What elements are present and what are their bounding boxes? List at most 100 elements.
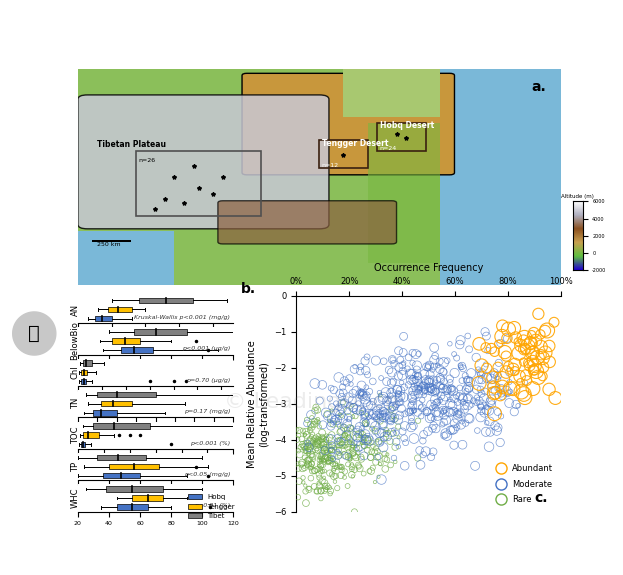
Point bbox=[399, 332, 409, 341]
Point bbox=[350, 507, 359, 516]
Point bbox=[336, 411, 346, 420]
Text: p<0.01 (%): p<0.01 (%) bbox=[194, 504, 231, 508]
Point bbox=[318, 460, 328, 469]
Point bbox=[338, 435, 348, 444]
Text: 🌏: 🌏 bbox=[29, 324, 40, 343]
Point bbox=[445, 339, 455, 348]
Point bbox=[503, 362, 513, 371]
Point bbox=[389, 454, 399, 463]
Point bbox=[424, 378, 434, 388]
Point bbox=[536, 350, 546, 359]
Point bbox=[347, 462, 357, 471]
Point bbox=[307, 430, 317, 439]
Point bbox=[470, 461, 480, 470]
Point bbox=[412, 408, 422, 417]
Point bbox=[397, 378, 407, 387]
Point bbox=[361, 430, 371, 439]
Point bbox=[323, 458, 333, 467]
Point bbox=[412, 372, 422, 381]
Point bbox=[424, 377, 434, 386]
Point bbox=[487, 400, 497, 409]
Point bbox=[474, 379, 484, 388]
Point bbox=[496, 384, 506, 393]
Point bbox=[385, 414, 395, 423]
Point bbox=[327, 440, 337, 450]
Point bbox=[354, 463, 364, 473]
Point bbox=[320, 445, 330, 454]
Point bbox=[404, 407, 414, 416]
Point bbox=[405, 407, 415, 416]
Point bbox=[335, 411, 345, 420]
Point bbox=[416, 403, 426, 412]
Point bbox=[502, 334, 512, 343]
Point bbox=[532, 353, 542, 362]
Point bbox=[326, 419, 336, 428]
Point bbox=[303, 438, 313, 447]
Point bbox=[446, 385, 456, 394]
Point bbox=[421, 407, 431, 416]
Point bbox=[363, 434, 373, 443]
Point bbox=[460, 401, 470, 410]
Point bbox=[416, 412, 426, 421]
Point bbox=[293, 493, 303, 502]
Point bbox=[462, 394, 472, 403]
Point bbox=[340, 398, 350, 407]
Point bbox=[421, 377, 430, 386]
Point bbox=[549, 317, 559, 327]
Point bbox=[482, 373, 492, 382]
Point bbox=[343, 393, 353, 402]
Point bbox=[329, 385, 339, 394]
Point bbox=[301, 443, 311, 453]
Point bbox=[389, 415, 399, 424]
Point bbox=[456, 420, 466, 430]
FancyBboxPatch shape bbox=[78, 95, 329, 229]
Point bbox=[431, 387, 441, 396]
Point bbox=[313, 438, 323, 447]
Point bbox=[308, 466, 318, 476]
Point bbox=[307, 413, 317, 423]
Point bbox=[375, 416, 385, 426]
Point bbox=[386, 378, 396, 388]
Point bbox=[439, 417, 449, 427]
Point bbox=[375, 390, 385, 400]
Point bbox=[323, 454, 333, 463]
Point bbox=[326, 421, 336, 431]
Point bbox=[343, 447, 353, 456]
Point bbox=[493, 408, 503, 417]
Point bbox=[422, 382, 432, 391]
Point bbox=[538, 363, 548, 372]
Point bbox=[307, 423, 317, 432]
Point bbox=[343, 428, 353, 438]
Point bbox=[481, 360, 491, 369]
Point bbox=[379, 449, 389, 458]
Point bbox=[393, 371, 403, 381]
Point bbox=[394, 363, 404, 372]
Point bbox=[418, 381, 428, 390]
Point bbox=[476, 402, 486, 412]
Point bbox=[439, 377, 449, 386]
Point bbox=[409, 406, 419, 415]
Point bbox=[376, 475, 386, 484]
Point bbox=[351, 443, 361, 453]
Point bbox=[321, 431, 331, 440]
Point bbox=[413, 400, 423, 409]
Point bbox=[386, 461, 396, 470]
Point bbox=[293, 446, 303, 455]
Point bbox=[340, 441, 350, 450]
Polygon shape bbox=[12, 312, 56, 355]
Text: c.: c. bbox=[534, 491, 548, 505]
Point bbox=[455, 384, 465, 393]
Point bbox=[485, 397, 495, 407]
Point bbox=[304, 484, 314, 493]
Point bbox=[327, 402, 337, 412]
Point bbox=[325, 469, 335, 478]
Point bbox=[400, 461, 410, 470]
Point bbox=[423, 363, 433, 373]
Point bbox=[320, 454, 330, 463]
Text: © Leadingsc.cn: © Leadingsc.cn bbox=[224, 393, 399, 412]
Point bbox=[421, 386, 430, 395]
Point bbox=[372, 436, 382, 445]
Point bbox=[426, 385, 436, 394]
Point bbox=[310, 436, 320, 445]
Bar bbox=[378, 123, 426, 151]
